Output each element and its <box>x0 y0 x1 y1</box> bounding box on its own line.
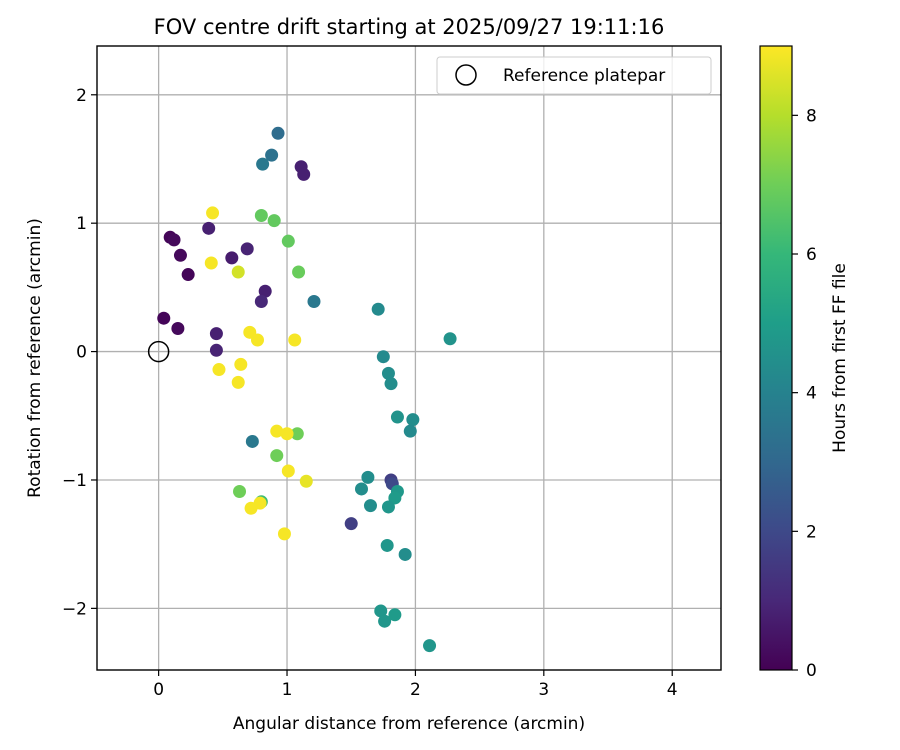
scatter-point <box>225 251 239 265</box>
scatter-point <box>281 234 295 248</box>
scatter-point <box>423 639 437 653</box>
scatter-point <box>288 333 302 347</box>
chart-title: FOV centre drift starting at 2025/09/27 … <box>154 15 665 39</box>
scatter-point <box>443 332 457 346</box>
scatter-point <box>398 547 412 561</box>
scatter-point <box>254 208 268 222</box>
scatter-point <box>280 427 294 441</box>
x-axis-label: Angular distance from reference (arcmin) <box>233 714 585 734</box>
colorbar-tick-label: 4 <box>806 384 817 404</box>
scatter-point <box>290 427 304 441</box>
scatter-point <box>388 491 402 505</box>
scatter-point <box>167 233 181 247</box>
y-tick-label: 2 <box>76 86 87 106</box>
colorbar-ticks: 0 2 4 6 8 <box>792 106 817 681</box>
x-tick-label: 4 <box>667 680 678 700</box>
scatter-point <box>388 608 402 622</box>
legend-label: Reference platepar <box>503 66 665 86</box>
y-tick-label: −1 <box>62 471 87 491</box>
grid <box>97 46 721 670</box>
scatter-point <box>299 474 313 488</box>
scatter-point <box>254 295 268 309</box>
scatter-point <box>204 256 218 270</box>
scatter-point <box>378 614 392 628</box>
scatter-point <box>380 538 394 552</box>
scatter-point <box>371 302 385 316</box>
legend: Reference platepar <box>436 56 712 95</box>
scatter-point <box>281 464 295 478</box>
scatter-point <box>256 157 270 171</box>
colorbar <box>760 46 792 670</box>
reference-point <box>147 340 170 363</box>
colorbar-tick-label: 2 <box>806 522 817 542</box>
colorbar-frame <box>759 45 793 671</box>
scatter-point <box>381 500 395 514</box>
scatter-point <box>253 496 267 510</box>
y-tick-label: 0 <box>76 343 87 363</box>
scatter-point <box>265 148 279 162</box>
legend-box <box>436 56 712 95</box>
scatter-point <box>231 265 245 279</box>
x-tick-label: 0 <box>153 680 164 700</box>
scatter-point <box>297 167 311 181</box>
scatter-point <box>258 284 272 298</box>
scatter-point <box>361 470 375 484</box>
x-axis-ticks: 0 1 2 3 4 <box>153 670 678 700</box>
x-tick-label: 1 <box>282 680 293 700</box>
scatter-point <box>406 413 420 427</box>
scatter-point <box>267 214 281 228</box>
y-axis-label: Rotation from reference (arcmin) <box>25 218 45 498</box>
scatter-point <box>171 321 185 335</box>
y-tick-label: −2 <box>62 599 87 619</box>
scatter-point <box>381 366 395 380</box>
scatter-point <box>403 424 417 438</box>
scatter-point <box>202 221 216 235</box>
scatter-point <box>270 424 284 438</box>
scatter-point <box>374 604 388 618</box>
colorbar-tick-label: 6 <box>806 245 817 265</box>
scatter-point <box>354 482 368 496</box>
x-tick-label: 3 <box>538 680 549 700</box>
x-tick-label: 2 <box>410 680 421 700</box>
scatter-point <box>206 206 220 220</box>
plot-frame <box>96 45 722 671</box>
scatter-point <box>376 350 390 364</box>
scatter-point <box>250 333 264 347</box>
scatter-point <box>212 363 226 377</box>
scatter-point <box>173 248 187 262</box>
scatter-point <box>157 311 171 325</box>
scatter-point <box>234 357 248 371</box>
scatter-point <box>233 485 247 499</box>
scatter-point <box>270 449 284 463</box>
colorbar-label: Hours from first FF file <box>830 263 850 453</box>
scatter-point <box>307 295 321 309</box>
y-axis-ticks: 2 1 0 −1 −2 <box>62 86 97 619</box>
scatter-point <box>209 343 223 357</box>
scatter-point <box>245 434 259 448</box>
scatter-point <box>240 242 254 256</box>
scatter-point <box>292 265 306 279</box>
scatter-points <box>157 126 457 653</box>
colorbar-tick-label: 0 <box>806 661 817 681</box>
scatter-point <box>277 527 291 541</box>
colorbar-tick-label: 8 <box>806 106 817 126</box>
scatter-point <box>209 327 223 341</box>
y-tick-label: 1 <box>76 214 87 234</box>
legend-marker <box>455 64 477 86</box>
scatter-point <box>363 499 377 513</box>
scatter-point <box>390 410 404 424</box>
scatter-point <box>231 375 245 389</box>
scatter-point <box>384 377 398 391</box>
scatter-point <box>181 268 195 282</box>
scatter-point <box>271 126 285 140</box>
scatter-point <box>344 517 358 531</box>
